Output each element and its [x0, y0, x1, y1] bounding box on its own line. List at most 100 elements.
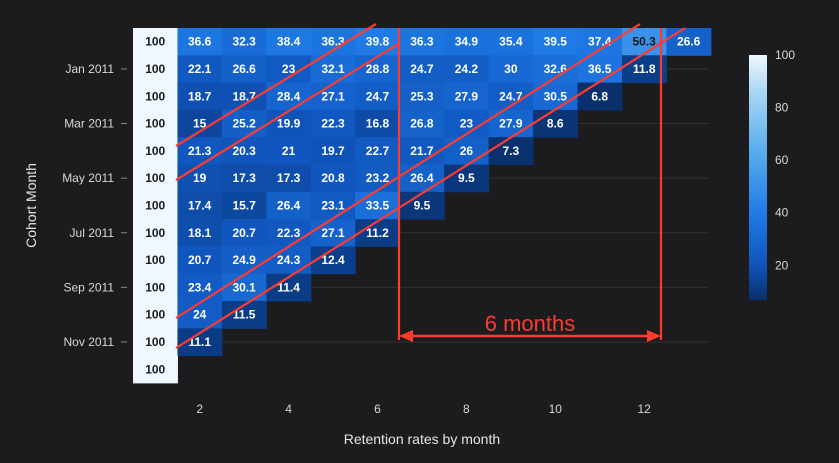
heatmap-cell: [444, 137, 490, 165]
heatmap-cell: [355, 164, 401, 193]
heatmap-cell: [177, 246, 223, 275]
x-tick-label: 6: [374, 402, 381, 416]
cell-label: 20.8: [321, 171, 345, 185]
heatmap-cell: [221, 137, 267, 165]
heatmap-cell: [355, 55, 401, 84]
heatmap-cell: [310, 137, 356, 165]
heatmap-cell: [533, 109, 578, 138]
colorbar-tick-label: 60: [775, 153, 789, 167]
heatmap-cell: [399, 55, 445, 84]
heatmap-cell: [133, 109, 178, 138]
heatmap-cell: [221, 191, 267, 220]
cell-label: 100: [145, 62, 165, 76]
cell-label: 30: [504, 62, 518, 76]
cell-label: 19.7: [321, 144, 345, 158]
cell-label: 27.9: [455, 89, 479, 103]
cell-label: 9.5: [414, 198, 431, 212]
heatmap-cell: [266, 246, 312, 275]
heatmap-cell: [177, 164, 223, 193]
heatmap-cell: [133, 55, 178, 84]
cell-label: 6.8: [591, 89, 608, 103]
colorbar: [749, 55, 767, 300]
heatmap-cell: [444, 164, 490, 193]
y-tick-label: Jan 2011: [66, 62, 115, 76]
heatmap-cell: [310, 219, 356, 247]
heatmap-cell: [533, 28, 578, 56]
heatmap-cell: [310, 164, 356, 193]
cell-label: 22.3: [277, 226, 301, 240]
cell-label: 20.7: [232, 226, 256, 240]
heatmap-cell: [310, 109, 356, 138]
heatmap-cell: [666, 28, 712, 56]
x-tick-label: 8: [463, 402, 470, 416]
x-tick-label: 12: [637, 402, 651, 416]
cell-label: 23: [460, 117, 474, 131]
cell-label: 100: [145, 144, 165, 158]
heatmap-cell: [355, 82, 401, 111]
heatmap-cell: [177, 109, 223, 138]
cell-label: 15.7: [232, 198, 256, 212]
cell-label: 12.4: [321, 253, 345, 267]
y-tick-label: Sep 2011: [64, 280, 115, 294]
cell-label: 100: [145, 117, 165, 131]
span-arrow-head-right: [647, 330, 661, 342]
cell-label: 34.9: [455, 35, 479, 49]
y-tick-label: Mar 2011: [64, 117, 114, 131]
heatmap-cell: [310, 82, 356, 111]
cell-label: 11.5: [233, 308, 256, 322]
cell-label: 21: [282, 144, 296, 158]
heatmap-cell: [133, 191, 178, 220]
cell-label: 26: [460, 144, 474, 158]
cell-label: 16.8: [366, 117, 390, 131]
cell-label: 24.7: [410, 62, 434, 76]
colorbar-tick-label: 40: [775, 206, 789, 220]
cell-label: 32.6: [544, 62, 568, 76]
cell-label: 26.8: [410, 117, 434, 131]
heatmap-cell: [355, 191, 401, 220]
heatmap-cell: [399, 28, 445, 56]
cell-label: 21.3: [188, 144, 212, 158]
colorbar-tick-label: 100: [775, 48, 795, 62]
cell-label: 27.9: [499, 117, 523, 131]
heatmap-cell: [310, 246, 356, 275]
cell-label: 20.7: [188, 253, 212, 267]
heatmap-cell: [133, 82, 178, 111]
heatmap-cell: [133, 328, 178, 357]
cell-label: 24.3: [277, 253, 301, 267]
cell-label: 27.1: [321, 226, 345, 240]
heatmap-cell: [133, 273, 178, 302]
cell-label: 36.3: [410, 35, 434, 49]
heatmap-cell: [488, 28, 534, 56]
cell-label: 24.7: [499, 89, 523, 103]
heatmap-cell: [133, 219, 178, 247]
heatmap-cell: [444, 28, 490, 56]
heatmap-cell: [266, 219, 312, 247]
cell-label: 21.7: [410, 144, 434, 158]
cell-label: 23.4: [188, 280, 212, 294]
heatmap-cell: [133, 246, 178, 275]
heatmap-cell: [399, 82, 445, 111]
cell-label: 26.4: [410, 171, 434, 185]
cell-label: 25.2: [232, 117, 256, 131]
cell-label: 27.1: [321, 89, 345, 103]
cell-label: 100: [145, 35, 165, 49]
heatmap-cell: [266, 164, 312, 193]
cell-label: 32.3: [232, 35, 256, 49]
cell-label: 17.3: [232, 171, 256, 185]
cell-label: 100: [145, 198, 165, 212]
cell-label: 100: [145, 171, 165, 185]
cell-label: 30.5: [544, 89, 568, 103]
cell-label: 23: [282, 62, 296, 76]
cell-label: 17.4: [188, 198, 212, 212]
cell-label: 37.4: [588, 35, 612, 49]
cell-label: 26.6: [677, 35, 701, 49]
heatmap-cell: [266, 191, 312, 220]
cell-label: 18.7: [232, 89, 256, 103]
heatmap-cell: [488, 55, 534, 84]
cell-label: 20.3: [232, 144, 256, 158]
heatmap-cell: [444, 55, 490, 84]
cohort-diagonal-line: [175, 23, 377, 147]
span-annotation-label: 6 months: [485, 311, 576, 336]
